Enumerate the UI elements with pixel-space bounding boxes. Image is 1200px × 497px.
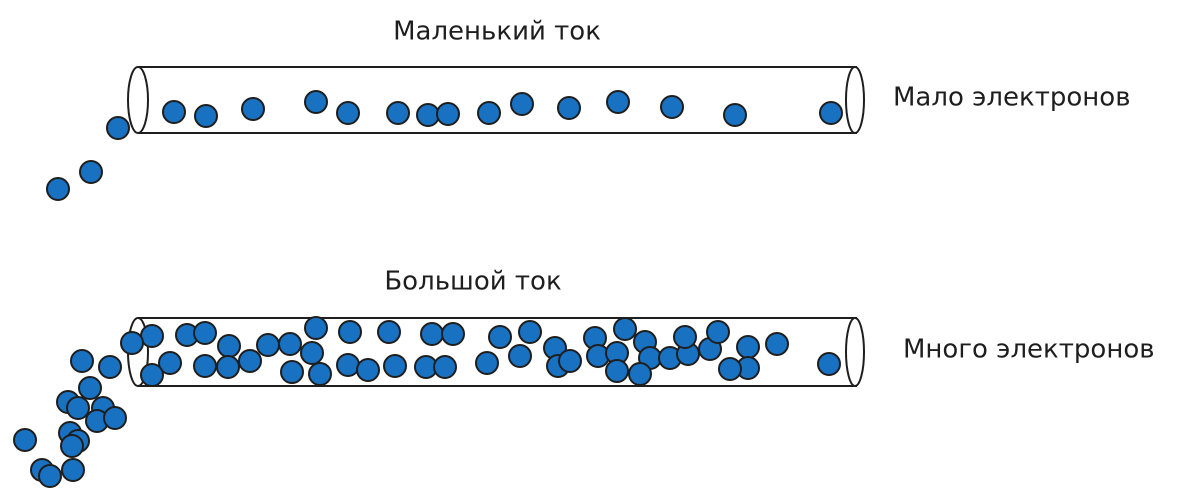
electron: [605, 359, 629, 383]
electron: [140, 363, 164, 387]
tube-top: [127, 66, 865, 134]
electron: [140, 324, 164, 348]
label-many-electrons: Много электронов: [903, 335, 1155, 365]
electron: [510, 92, 534, 116]
electron: [61, 458, 85, 482]
electron: [441, 322, 465, 346]
title-large-current: Большой ток: [384, 267, 561, 297]
electron: [238, 349, 262, 373]
electron: [336, 353, 360, 377]
electron: [383, 354, 407, 378]
electron: [336, 101, 360, 125]
electron: [736, 335, 760, 359]
electron: [338, 320, 362, 344]
electron: [217, 334, 241, 358]
electron: [557, 96, 581, 120]
electron: [508, 344, 532, 368]
electron: [477, 101, 501, 125]
electron: [386, 101, 410, 125]
electron: [356, 358, 380, 382]
electron: [46, 177, 70, 201]
electron: [300, 341, 324, 365]
electron: [98, 355, 122, 379]
electron: [60, 434, 84, 458]
electron: [628, 362, 652, 386]
electron: [241, 97, 265, 121]
electron: [70, 349, 94, 373]
electron: [436, 102, 460, 126]
title-small-current: Маленький ток: [393, 17, 601, 47]
electron: [817, 352, 841, 376]
electron: [420, 322, 444, 346]
electron: [718, 357, 742, 381]
electron: [38, 464, 62, 488]
electron: [103, 406, 127, 430]
electron: [606, 90, 630, 114]
electron: [475, 351, 499, 375]
electron: [120, 331, 144, 355]
electron: [819, 101, 843, 125]
electron: [518, 320, 542, 344]
electron: [660, 95, 684, 119]
electron: [723, 103, 747, 127]
electron: [78, 376, 102, 400]
electron: [613, 317, 637, 341]
electron: [194, 104, 218, 128]
electron: [488, 325, 512, 349]
electron: [79, 160, 103, 184]
electron: [278, 332, 302, 356]
label-few-electrons: Мало электронов: [893, 83, 1131, 113]
electron: [308, 362, 332, 386]
electron: [304, 316, 328, 340]
tube-bottom: [127, 317, 865, 387]
electron: [193, 321, 217, 345]
electron: [416, 103, 440, 127]
electron: [158, 351, 182, 375]
electron: [304, 90, 328, 114]
electron: [558, 349, 582, 373]
electron: [377, 320, 401, 344]
electron: [106, 116, 130, 140]
electron: [162, 100, 186, 124]
electron: [66, 396, 90, 420]
electrons: [13, 90, 843, 488]
electron: [706, 320, 730, 344]
electron: [216, 355, 240, 379]
electron: [193, 354, 217, 378]
electron: [256, 333, 280, 357]
electron: [280, 360, 304, 384]
electron: [765, 332, 789, 356]
electron: [673, 325, 697, 349]
electron: [433, 355, 457, 379]
electron: [13, 428, 37, 452]
